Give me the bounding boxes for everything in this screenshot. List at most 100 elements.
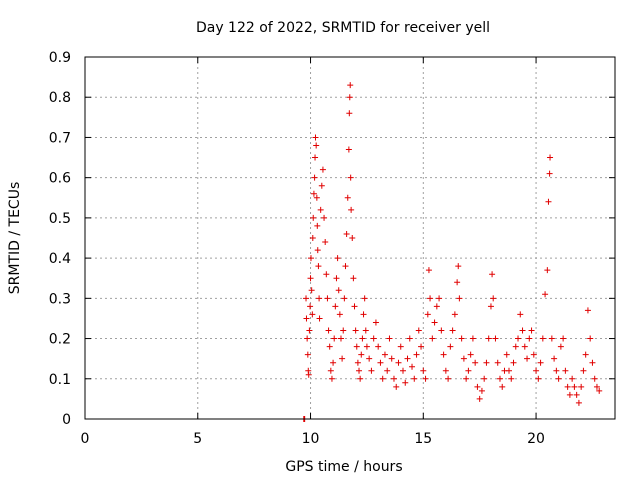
data-point [546, 170, 553, 177]
data-point [358, 351, 365, 358]
data-point [307, 303, 314, 310]
data-point [321, 214, 328, 221]
data-point [526, 335, 533, 342]
data-point [485, 335, 492, 342]
y-tick-label: 0.9 [49, 50, 71, 66]
data-point [311, 174, 318, 181]
x-axis-label: GPS time / hours [285, 459, 402, 475]
data-point [314, 222, 321, 229]
data-point [547, 154, 554, 161]
data-point [433, 303, 440, 310]
data-point [420, 367, 427, 374]
y-tick-label: 0.4 [49, 251, 71, 267]
data-point [347, 174, 354, 181]
data-point [512, 343, 519, 350]
data-point [322, 239, 329, 246]
data-point [483, 359, 490, 366]
data-point [336, 311, 343, 318]
data-point [436, 295, 443, 302]
data-point [328, 375, 335, 382]
y-tick-label: 0.3 [49, 291, 71, 307]
x-tick-labels: 0 5 10 15 20 [81, 431, 545, 447]
data-point [494, 359, 501, 366]
data-point [474, 383, 481, 390]
data-point [315, 263, 322, 270]
data-point [357, 375, 364, 382]
data-point [587, 335, 594, 342]
data-point [578, 383, 585, 390]
data-point [333, 275, 340, 282]
data-point [415, 327, 422, 334]
data-point [429, 335, 436, 342]
data-point [341, 295, 348, 302]
data-point [533, 367, 540, 374]
data-point [524, 355, 531, 362]
data-point [530, 351, 537, 358]
data-point [566, 391, 573, 398]
data-point [366, 355, 373, 362]
data-point [447, 343, 454, 350]
data-point [548, 335, 555, 342]
data-point [327, 367, 334, 374]
data-point [304, 351, 311, 358]
y-tick-label: 0 [62, 412, 71, 428]
data-point [431, 319, 438, 326]
data-point [503, 351, 510, 358]
data-point [303, 315, 310, 322]
data-point [413, 351, 420, 358]
data-point [361, 295, 368, 302]
data-point [591, 375, 598, 382]
data-point [308, 287, 315, 294]
data-point [351, 303, 358, 310]
data-point [478, 387, 485, 394]
data-point [368, 367, 375, 374]
x-tick-label: 10 [302, 431, 320, 447]
data-point [460, 355, 467, 362]
data-point [517, 311, 524, 318]
x-tick-label: 20 [527, 431, 545, 447]
data-point [564, 383, 571, 390]
data-point [344, 194, 351, 201]
data-point [555, 375, 562, 382]
data-point [528, 327, 535, 334]
data-point [316, 315, 323, 322]
data-point [319, 166, 326, 173]
data-point [427, 295, 434, 302]
data-point [492, 335, 499, 342]
data-point [463, 375, 470, 382]
data-point [582, 351, 589, 358]
data-point [424, 311, 431, 318]
data-point [499, 383, 506, 390]
data-point [386, 335, 393, 342]
data-point [346, 110, 353, 117]
plot-area [84, 56, 616, 420]
data-point [510, 359, 517, 366]
data-point [309, 235, 316, 241]
data-point [569, 375, 576, 382]
data-point [306, 327, 313, 334]
data-point [508, 375, 515, 382]
data-point [313, 142, 320, 149]
x-tick-label: 0 [81, 431, 90, 447]
data-point [454, 279, 461, 286]
data-point [451, 311, 458, 318]
data-point [535, 375, 542, 382]
data-point [553, 367, 560, 374]
data-point [370, 335, 377, 342]
data-point [515, 335, 522, 342]
y-tick-label: 0.8 [49, 90, 71, 106]
data-point [593, 383, 600, 390]
data-point [347, 82, 354, 89]
data-point [339, 355, 346, 362]
data-point [425, 267, 432, 274]
data-point [337, 335, 344, 342]
data-point [418, 343, 425, 350]
data-point [397, 343, 404, 350]
data-point [372, 319, 379, 326]
data-point [354, 359, 361, 366]
x-tick-label: 5 [193, 431, 202, 447]
data-point [442, 367, 449, 374]
data-point [438, 327, 445, 334]
data-point [348, 206, 355, 213]
